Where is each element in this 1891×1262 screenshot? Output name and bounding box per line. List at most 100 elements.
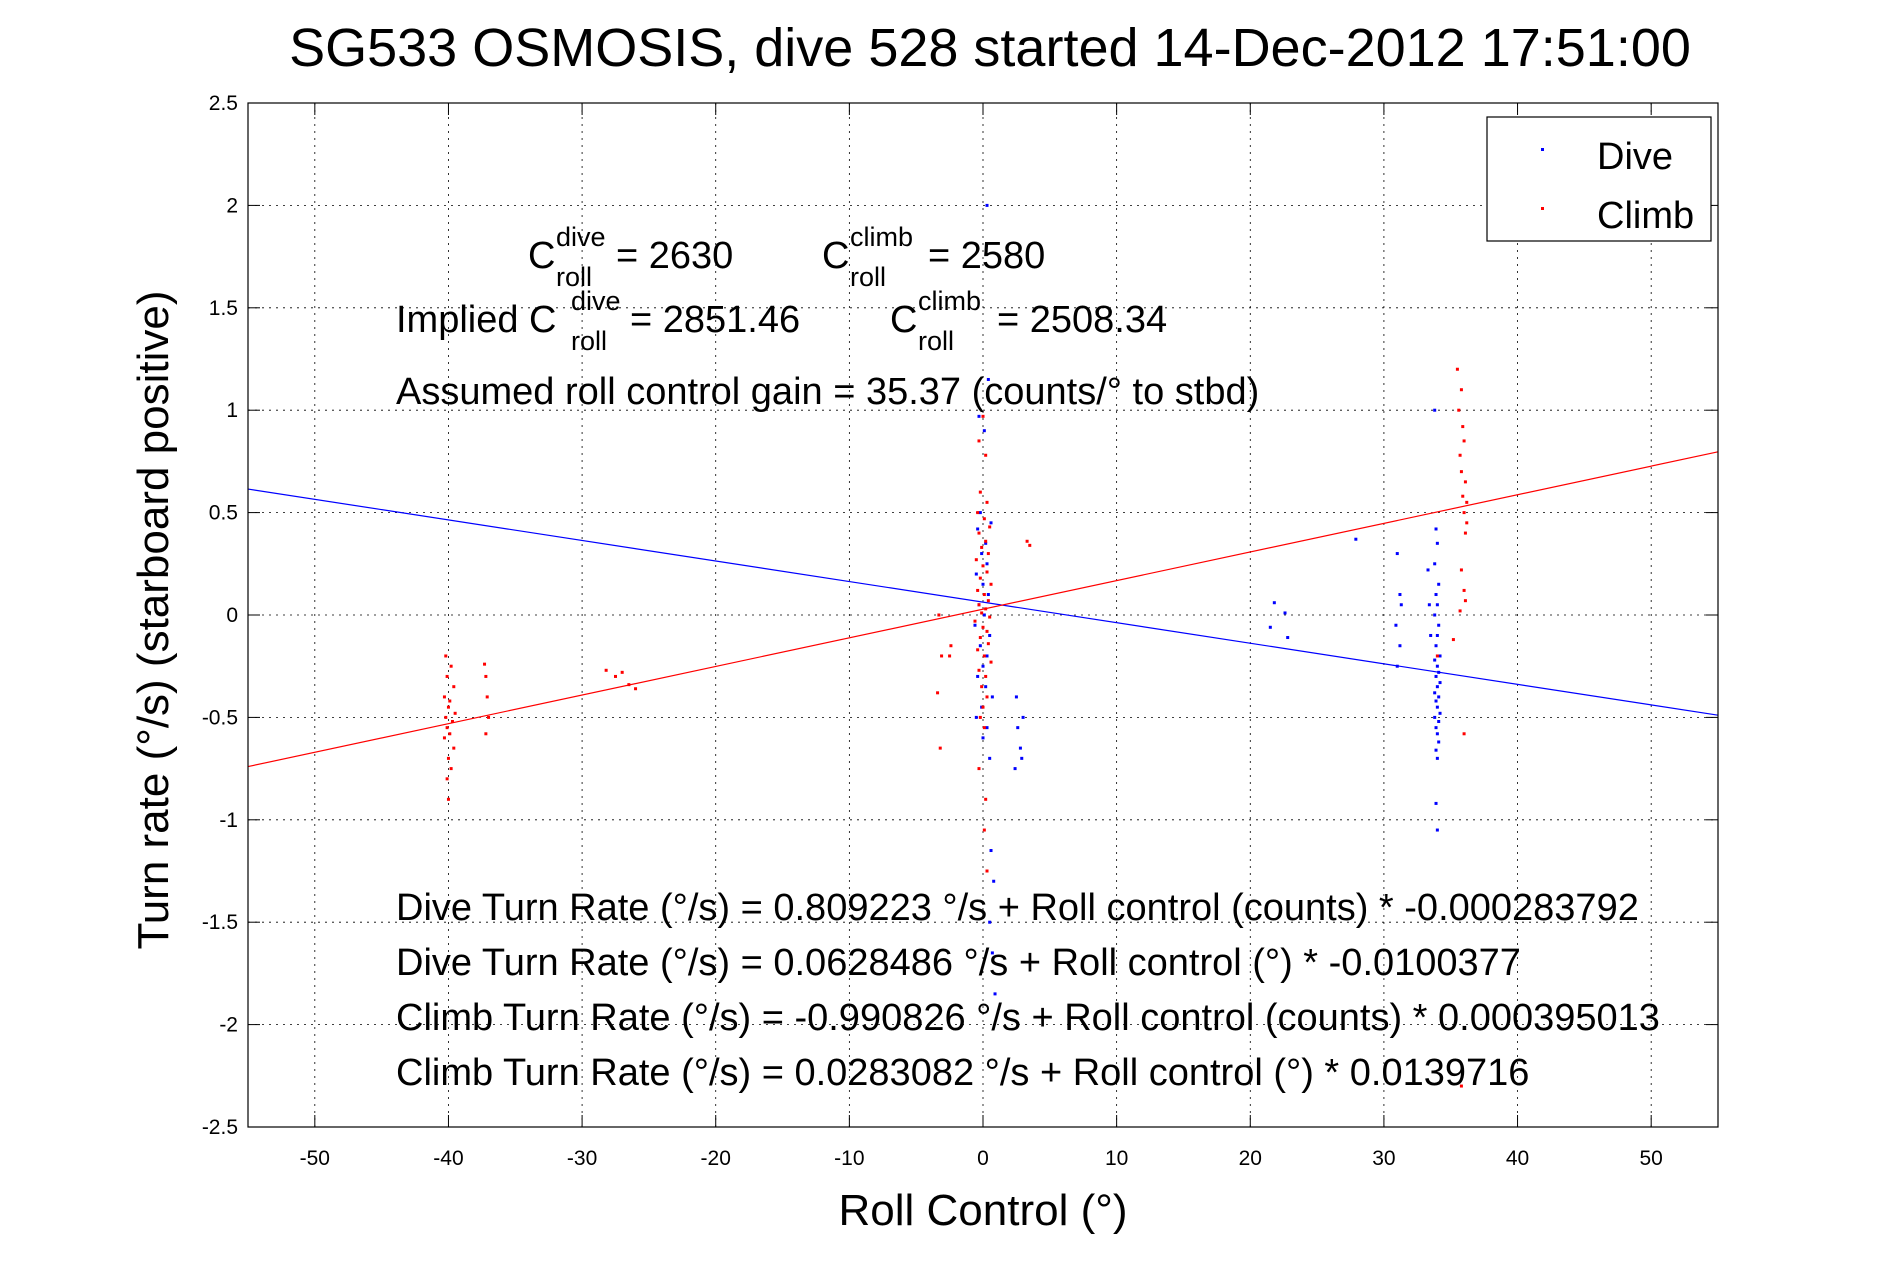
point-dive: [1434, 593, 1438, 597]
point-dive: [986, 377, 990, 381]
legend-label-climb: Climb: [1597, 195, 1694, 237]
annotation-climb-eq-counts: Climb Turn Rate (°/s) = -0.990826 °/s + …: [396, 997, 1660, 1039]
point-climb: [604, 668, 608, 672]
point-climb: [989, 660, 993, 664]
point-climb: [985, 869, 989, 873]
annotation-implied-climb-sub: roll: [918, 326, 954, 356]
point-climb: [1455, 367, 1459, 371]
point-dive: [1435, 828, 1439, 832]
point-dive: [1437, 623, 1441, 627]
annotation-c-roll-dive-sup: dive: [556, 222, 606, 252]
point-climb: [989, 582, 993, 586]
y-tick-label: -1: [219, 809, 238, 832]
point-climb: [1463, 531, 1467, 535]
point-dive: [1433, 408, 1437, 412]
point-climb: [985, 500, 989, 504]
point-climb: [977, 767, 981, 771]
point-dive: [985, 654, 989, 658]
series-climb: [442, 367, 1469, 1088]
point-climb: [445, 777, 449, 781]
x-tick-label: -50: [300, 1147, 330, 1170]
point-dive: [1435, 705, 1439, 709]
point-dive: [976, 527, 980, 531]
legend-label-dive: Dive: [1597, 136, 1673, 178]
point-climb: [976, 588, 980, 592]
point-climb: [1465, 521, 1469, 525]
y-axis-label: Turn rate (°/s) (starboard positive): [129, 290, 178, 949]
point-climb: [973, 619, 977, 623]
x-tick-label: 40: [1506, 1147, 1529, 1170]
point-climb: [1462, 732, 1466, 736]
point-climb: [452, 685, 456, 689]
point-dive: [1434, 699, 1438, 703]
point-dive: [1437, 670, 1441, 674]
point-climb: [483, 662, 487, 666]
point-dive: [1398, 593, 1402, 597]
point-dive: [988, 633, 992, 637]
point-dive: [1435, 664, 1439, 668]
point-climb: [985, 629, 989, 633]
point-dive: [974, 715, 978, 719]
point-climb: [980, 685, 984, 689]
y-tick-label: 0.5: [209, 502, 238, 525]
point-dive: [1398, 644, 1402, 648]
point-dive: [1438, 681, 1442, 685]
point-climb: [984, 453, 988, 457]
point-climb: [938, 746, 942, 750]
point-dive: [985, 726, 989, 730]
point-climb: [982, 726, 986, 730]
point-climb: [982, 593, 986, 597]
point-climb: [634, 687, 638, 691]
point-dive: [982, 429, 986, 433]
point-climb: [984, 607, 988, 611]
point-dive: [1437, 695, 1441, 699]
point-climb: [974, 558, 978, 562]
point-dive: [1434, 726, 1438, 730]
point-climb: [978, 636, 982, 640]
point-climb: [984, 797, 988, 801]
annotation-climb-eq-degrees: Climb Turn Rate (°/s) = 0.0283082 °/s + …: [396, 1052, 1529, 1094]
point-climb: [446, 797, 450, 801]
legend: Dive Climb: [1486, 116, 1712, 242]
point-climb: [1435, 654, 1439, 658]
point-climb: [1459, 470, 1463, 474]
point-climb: [978, 490, 982, 494]
point-dive: [981, 582, 985, 586]
point-climb: [977, 668, 981, 672]
point-climb: [986, 599, 990, 603]
point-dive: [1354, 537, 1358, 541]
series-dive: [973, 203, 1442, 996]
point-dive: [1272, 601, 1276, 605]
point-climb: [1462, 511, 1466, 515]
x-tick-label: 0: [977, 1147, 989, 1170]
x-tick-label: -10: [834, 1147, 864, 1170]
point-climb: [1461, 425, 1465, 429]
annotation-implied-climb-value: = 2508.34: [997, 299, 1167, 341]
annotation-dive-eq-degrees: Dive Turn Rate (°/s) = 0.0628486 °/s + R…: [396, 942, 1521, 984]
point-climb: [1462, 439, 1466, 443]
point-dive: [1020, 756, 1024, 760]
point-climb: [985, 570, 989, 574]
point-climb: [484, 674, 488, 678]
point-climb: [981, 625, 985, 629]
point-climb: [981, 705, 985, 709]
point-climb: [450, 719, 454, 723]
point-dive: [981, 736, 985, 740]
point-dive: [1433, 613, 1437, 617]
y-tick-label: 1: [226, 399, 238, 422]
annotation-implied-climb: C climb roll = 2508.34: [890, 286, 1167, 356]
annotation-c-roll-climb-sub: roll: [850, 262, 886, 292]
point-climb: [444, 715, 448, 719]
x-tick-label: 50: [1640, 1147, 1663, 1170]
point-climb: [976, 511, 980, 515]
annotation-implied-dive-prefix: Implied C: [396, 299, 557, 341]
point-climb: [627, 683, 631, 687]
point-climb: [977, 531, 981, 535]
annotation-c-roll-climb: C climb roll = 2580: [822, 222, 1045, 292]
annotation-implied-climb-main: C: [890, 299, 917, 341]
x-tick-label: 30: [1372, 1147, 1395, 1170]
annotation-implied-climb-sup: climb: [918, 286, 981, 316]
point-dive: [1433, 715, 1437, 719]
point-dive: [1429, 633, 1433, 637]
